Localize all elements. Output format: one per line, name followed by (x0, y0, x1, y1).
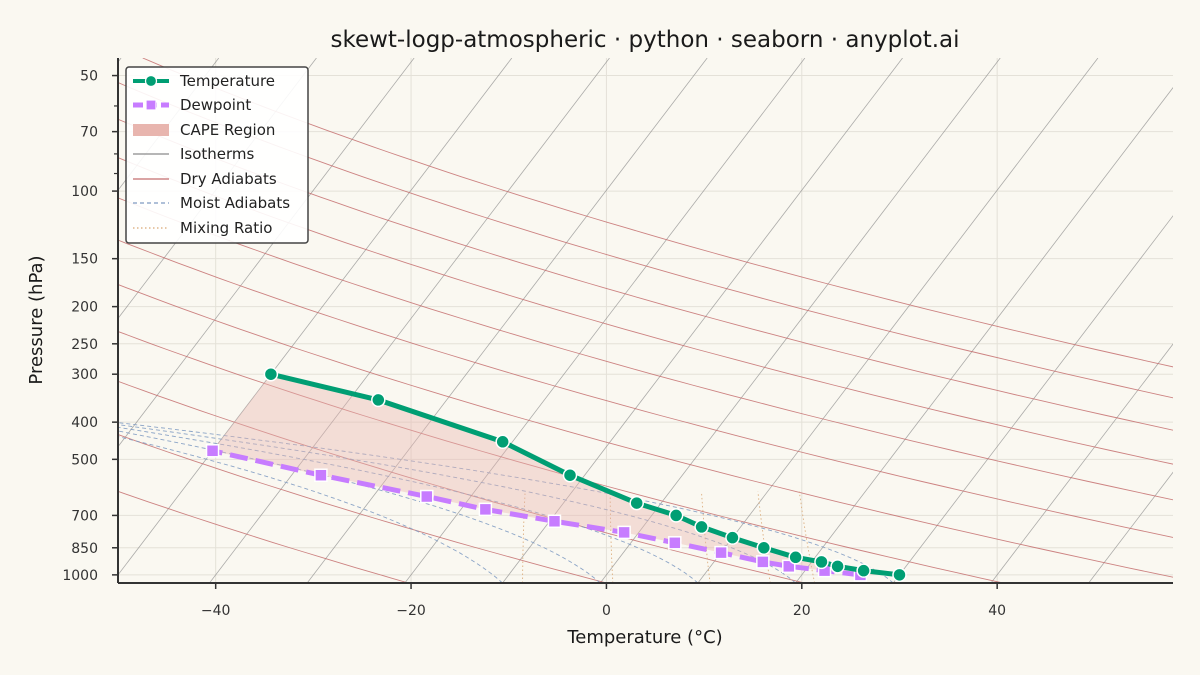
x-tick-label: −20 (396, 603, 426, 619)
dewpoint-marker (420, 489, 434, 504)
x-tick-label: 40 (988, 603, 1006, 619)
isotherm-line (892, 215, 1173, 583)
dry-adiabat-line (118, 434, 607, 583)
temperature-marker (629, 495, 644, 511)
legend-marker (144, 74, 158, 88)
isotherm-line (0, 58, 23, 583)
moist-adiabat-line (118, 426, 699, 583)
y-axis-label: Pressure (hPa) (26, 255, 47, 384)
cape-region (212, 374, 900, 575)
y-tick-label: 500 (71, 452, 98, 468)
legend-label: CAPE Region (180, 121, 275, 139)
temperature-marker (856, 563, 871, 578)
isotherm-line (118, 58, 122, 63)
dewpoint-marker (668, 536, 682, 550)
dewpoint-marker (617, 525, 631, 540)
dry-adiabat-line (118, 239, 1173, 538)
y-tick-label: 100 (71, 184, 98, 200)
temperature-marker (756, 540, 772, 556)
dry-adiabat-line (118, 330, 1003, 583)
y-tick-label: 700 (71, 508, 98, 524)
x-ticks: −40 −20 0 20 40 (201, 583, 1006, 619)
x-tick-label: 0 (602, 603, 611, 619)
legend: Temperature Dewpoint CAPE Region Isotherms D… (125, 66, 309, 244)
dry-adiabat-line (142, 58, 1173, 368)
dewpoint-marker (314, 468, 328, 482)
dewpoint-marker (714, 545, 728, 560)
legend-label: Isotherms (180, 145, 255, 163)
moist-adiabat-line (118, 422, 894, 583)
moist-adiabat-lines (118, 422, 894, 583)
y-tick-label: 250 (71, 337, 98, 353)
moist-adiabat-line (118, 424, 796, 583)
cape-region-fill (212, 374, 900, 575)
y-tick-label: 300 (71, 367, 98, 383)
legend-label: Dewpoint (180, 96, 251, 114)
dewpoint-marker (547, 514, 562, 529)
isotherm-line (1088, 471, 1173, 583)
y-tick-label: 50 (80, 69, 98, 85)
mixing-ratio-line (701, 491, 711, 583)
temperature-series (263, 366, 907, 583)
temperature-marker (830, 559, 845, 574)
isotherm-line (118, 58, 513, 576)
temperature-marker (371, 392, 386, 408)
mixing-ratio-lines (522, 491, 816, 583)
y-ticks: 50 70 100 150 200 250 300 400 500 700 850 1000 (62, 69, 118, 584)
mixing-ratio-line (798, 491, 816, 583)
y-tick-label: 150 (71, 252, 98, 268)
temperature-marker (788, 550, 803, 565)
isotherm-line (697, 58, 1099, 583)
chart-title: skewt-logp-atmospheric · python · seabor… (330, 27, 959, 53)
x-tick-label: 20 (793, 603, 811, 619)
legend-box (125, 66, 309, 244)
moist-adiabat-line (118, 430, 601, 583)
temperature-marker (694, 519, 709, 535)
dry-adiabat-line (118, 197, 1173, 501)
temperature-marker (668, 508, 684, 523)
temperature-marker (892, 567, 907, 583)
isotherm-line (795, 87, 1173, 583)
isotherm-line (306, 58, 708, 583)
mixing-ratio-line (757, 491, 771, 583)
dewpoint-marker (205, 444, 220, 458)
dewpoint-marker (756, 555, 770, 569)
mixing-ratio-line (609, 491, 614, 583)
isotherm-line (599, 58, 1001, 583)
dewpoint-marker (478, 502, 493, 517)
temperature-marker (814, 554, 829, 570)
temperature-marker (263, 366, 279, 382)
legend-label: Mixing Ratio (180, 219, 272, 237)
y-tick-label: 70 (80, 125, 98, 141)
y-tick-label: 400 (71, 415, 98, 431)
isotherm-line (209, 58, 610, 583)
legend-swatch (133, 124, 169, 136)
legend-label: Temperature (179, 72, 275, 90)
legend-marker (145, 99, 157, 111)
isotherm-line (502, 58, 903, 583)
y-tick-label: 1000 (62, 568, 98, 584)
x-axis-label: Temperature (°C) (566, 627, 722, 648)
dry-adiabat-line (118, 284, 1173, 578)
dry-adiabat-line (118, 490, 409, 583)
y-tick-label: 850 (71, 541, 98, 557)
y-tick-label: 200 (71, 300, 98, 316)
mixing-ratio-line (522, 491, 526, 583)
temperature-marker (562, 467, 578, 483)
x-tick-label: −40 (201, 603, 231, 619)
legend-label: Moist Adiabats (180, 194, 290, 212)
temperature-marker (495, 434, 510, 450)
dry-adiabat-line (118, 157, 1173, 465)
isotherm-line (990, 343, 1173, 583)
temperature-marker (725, 530, 740, 545)
dry-adiabat-line (118, 380, 805, 583)
legend-label: Dry Adiabats (180, 170, 277, 188)
